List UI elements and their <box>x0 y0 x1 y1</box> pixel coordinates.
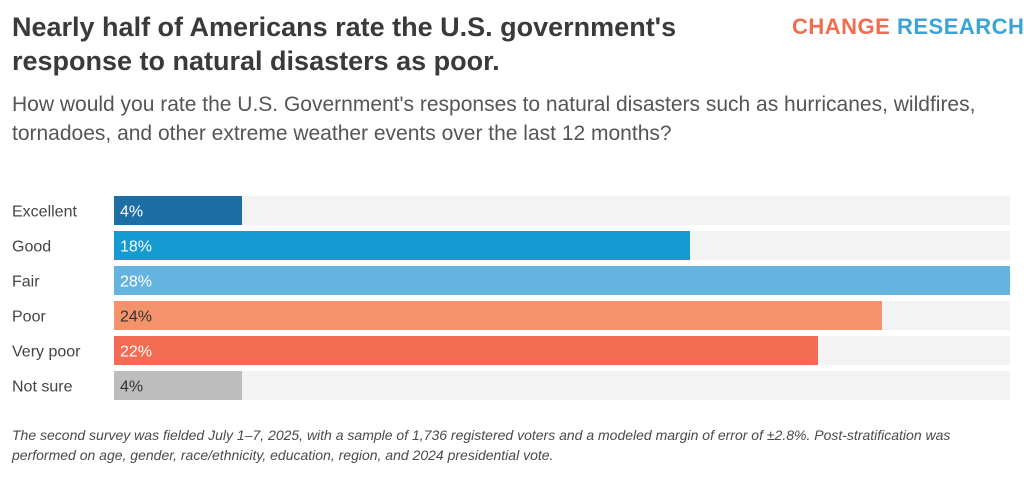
value-label: 4% <box>120 204 143 221</box>
category-label: Fair <box>12 274 40 291</box>
chart-title: Nearly half of Americans rate the U.S. g… <box>12 12 677 76</box>
bar-fair <box>114 266 1010 295</box>
category-label: Good <box>12 239 51 256</box>
category-label: Excellent <box>12 204 77 221</box>
value-label: 22% <box>120 344 152 361</box>
category-label: Very poor <box>12 344 81 361</box>
category-label: Poor <box>12 309 46 326</box>
bar-poor <box>114 301 882 330</box>
bar-chart: Excellent 4% Good 18% Fair 28% Poor 24% Very poo… <box>12 196 1010 400</box>
bar-track <box>114 196 1010 225</box>
value-label: 28% <box>120 274 152 291</box>
value-label: 24% <box>120 309 152 326</box>
category-label: Not sure <box>12 379 73 396</box>
logo-word-research: RESEARCH <box>896 14 1024 39</box>
survey-question: How would you rate the U.S. Government's… <box>12 93 976 145</box>
bar-not-sure <box>114 371 242 400</box>
brand-logo: CHANGE RESEARCH™ <box>792 14 1024 40</box>
bar-good <box>114 231 690 260</box>
logo-word-change: CHANGE <box>792 14 891 39</box>
bar-excellent <box>114 196 242 225</box>
value-label: 4% <box>120 379 143 396</box>
methodology-note: The second survey was fielded July 1–7, … <box>12 427 951 463</box>
bar-track <box>114 371 1010 400</box>
bar-very-poor <box>114 336 818 365</box>
value-label: 18% <box>120 239 152 256</box>
